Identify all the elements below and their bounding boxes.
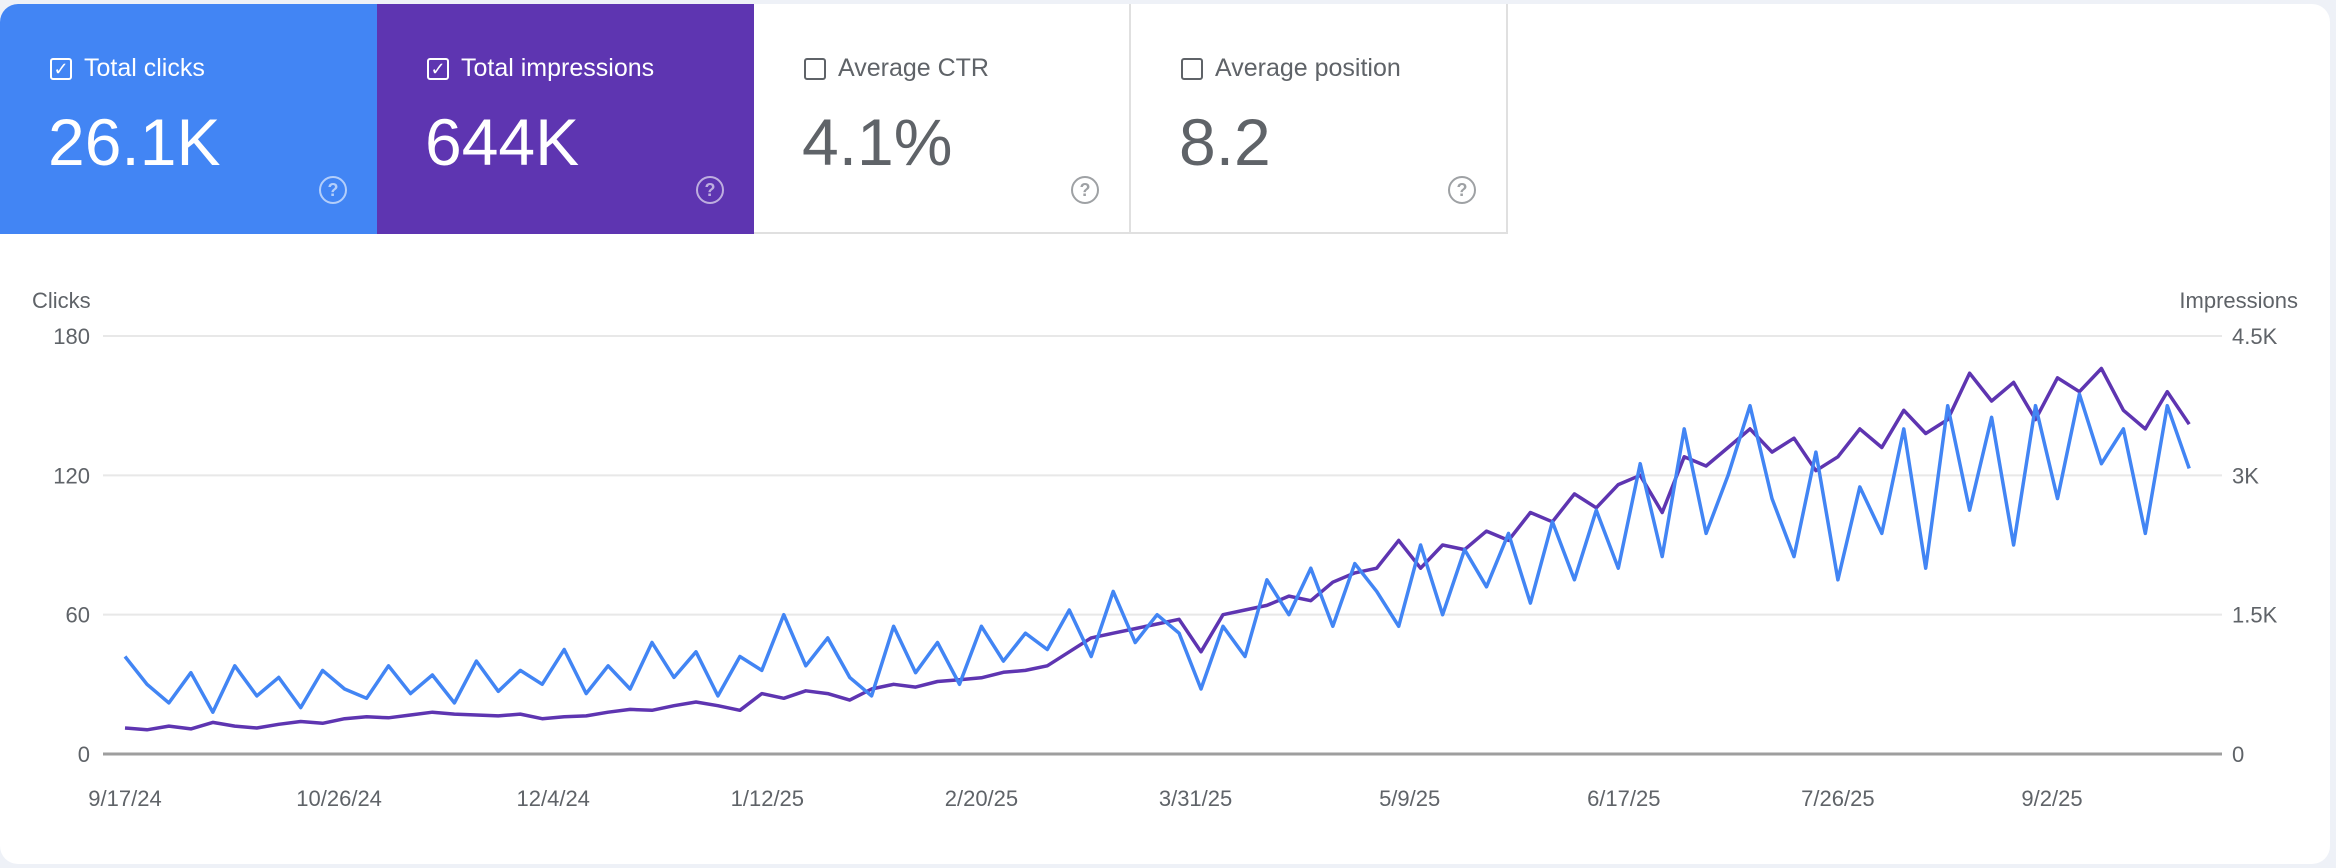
x-axis-tick: 2/20/25 <box>945 786 1018 811</box>
right-axis-tick: 3K <box>2232 463 2259 488</box>
left-axis-tick: 180 <box>53 324 90 349</box>
card-value: 4.1% <box>802 105 953 179</box>
card-label: Average CTR <box>838 54 989 82</box>
left-axis-tick: 60 <box>66 603 90 628</box>
right-axis-tick: 0 <box>2232 742 2244 767</box>
x-axis-tick: 1/12/25 <box>731 786 804 811</box>
x-axis-tick: 7/26/25 <box>1801 786 1874 811</box>
help-icon[interactable]: ? <box>1448 176 1476 204</box>
checkbox-unchecked-icon[interactable] <box>804 57 826 80</box>
card-label: Total clicks <box>84 54 205 82</box>
left-axis-label: Clicks <box>32 288 91 313</box>
card-total-clicks[interactable]: ✓ Total clicks 26.1K ? <box>0 4 377 234</box>
card-average-ctr[interactable]: Average CTR 4.1% ? <box>754 4 1131 234</box>
x-axis-tick: 10/26/24 <box>296 786 382 811</box>
card-label: Total impressions <box>461 54 655 82</box>
x-axis-tick: 9/17/24 <box>88 786 161 811</box>
performance-panel: ✓ Total clicks 26.1K ? ✓ Total impressions… <box>0 4 2330 864</box>
card-value: 26.1K <box>48 105 221 179</box>
checkbox-checked-icon[interactable]: ✓ <box>427 57 449 80</box>
card-value: 644K <box>425 105 580 179</box>
x-axis-tick: 9/2/25 <box>2021 786 2082 811</box>
card-label: Average position <box>1215 54 1401 82</box>
x-axis-tick: 6/17/25 <box>1587 786 1660 811</box>
card-average-position[interactable]: Average position 8.2 ? <box>1131 4 1508 234</box>
help-icon[interactable]: ? <box>319 176 347 204</box>
x-axis-tick: 5/9/25 <box>1379 786 1440 811</box>
x-axis-tick: 3/31/25 <box>1159 786 1232 811</box>
checkbox-checked-icon[interactable]: ✓ <box>50 57 72 80</box>
series-line-impressions <box>124 366 2191 732</box>
checkbox-unchecked-icon[interactable] <box>1181 57 1203 80</box>
series-line-clicks <box>123 392 2191 714</box>
help-icon[interactable]: ? <box>696 176 724 204</box>
left-axis-tick: 0 <box>78 742 90 767</box>
help-icon[interactable]: ? <box>1071 176 1099 204</box>
card-value: 8.2 <box>1179 105 1271 179</box>
right-axis-tick: 1.5K <box>2232 603 2278 628</box>
left-axis-tick: 120 <box>53 463 90 488</box>
right-axis-label: Impressions <box>2179 288 2298 313</box>
metric-cards: ✓ Total clicks 26.1K ? ✓ Total impressions… <box>0 4 1508 234</box>
right-axis-tick: 4.5K <box>2232 324 2278 349</box>
card-total-impressions[interactable]: ✓ Total impressions 644K ? <box>377 4 754 234</box>
x-axis-tick: 12/4/24 <box>517 786 590 811</box>
